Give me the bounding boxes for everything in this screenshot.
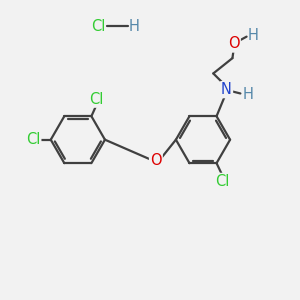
Text: Cl: Cl [92,19,106,34]
Text: Cl: Cl [89,92,104,107]
Text: H: H [129,19,140,34]
Text: Cl: Cl [26,132,40,147]
Text: H: H [243,87,254,102]
Text: O: O [228,37,240,52]
Text: Cl: Cl [215,174,230,189]
Text: H: H [248,28,259,43]
Text: N: N [221,82,232,97]
Text: O: O [150,153,162,168]
